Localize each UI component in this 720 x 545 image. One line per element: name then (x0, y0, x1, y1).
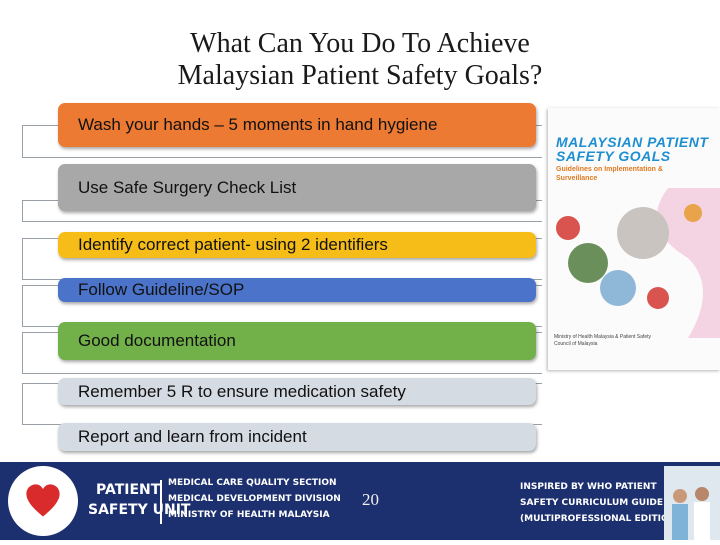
goal-item-safe-surgery: Use Safe Surgery Check List (58, 164, 536, 211)
inspired-line-1: INSPIRED BY WHO PATIENT (520, 482, 657, 492)
goal-item-label: Good documentation (78, 331, 236, 350)
people-illustration (664, 466, 720, 540)
goal-item-guideline: Follow Guideline/SOP (58, 278, 536, 302)
footer-bar (0, 462, 720, 540)
goal-item-label: Identify correct patient- using 2 identi… (78, 235, 388, 254)
inspired-line-3: (MULTIPROFESSIONAL EDITION) (520, 514, 681, 524)
goal-item-label: Remember 5 R to ensure medication safety (78, 381, 406, 401)
footer-divider (160, 480, 162, 524)
book-title-line-2: SAFETY GOALS (556, 148, 671, 164)
inspired-line-2: SAFETY CURRICULUM GUIDE (520, 498, 664, 508)
guideline-book-cover: MALAYSIAN PATIENT SAFETY GOALS Guideline… (548, 108, 720, 370)
unit-name-line-1: PATIENT (96, 482, 161, 498)
unit-name-line-2: SAFETY UNIT (88, 502, 191, 518)
page-number: 20 (362, 490, 379, 509)
book-illustration (556, 188, 720, 338)
section-line-1: MEDICAL CARE QUALITY SECTION (168, 478, 337, 488)
title-line-2: Malaysian Patient Safety Goals? (177, 60, 543, 91)
goal-item-hand-hygiene: Wash your hands – 5 moments in hand hygi… (58, 103, 536, 147)
goal-item-label: Use Safe Surgery Check List (78, 177, 297, 197)
goal-item-documentation: Good documentation (58, 322, 536, 360)
book-subtitle: Guidelines on Implementation & Surveilla… (556, 166, 663, 182)
book-publisher: Ministry of Health Malaysia & Patient Sa… (554, 334, 651, 347)
book-title-line-1: MALAYSIAN PATIENT (556, 134, 709, 150)
goal-item-report-incident: Report and learn from incident (58, 423, 536, 451)
section-line-3: MINISTRY OF HEALTH MALAYSIA (168, 510, 330, 520)
slide-title: What Can You Do To Achieve Malaysian Pat… (90, 28, 630, 92)
goal-item-medication-safety: Remember 5 R to ensure medication safety (58, 378, 536, 405)
goal-item-identify-patient: Identify correct patient- using 2 identi… (58, 232, 536, 258)
goal-item-label: Report and learn from incident (78, 427, 307, 446)
section-line-2: MEDICAL DEVELOPMENT DIVISION (168, 494, 341, 504)
goal-item-label: Follow Guideline/SOP (78, 280, 245, 299)
heart-icon (26, 484, 60, 517)
curriculum-guide-thumbnail (664, 466, 720, 540)
goal-item-label: Wash your hands – 5 moments in hand hygi… (78, 115, 438, 134)
title-line-1: What Can You Do To Achieve (190, 28, 530, 59)
